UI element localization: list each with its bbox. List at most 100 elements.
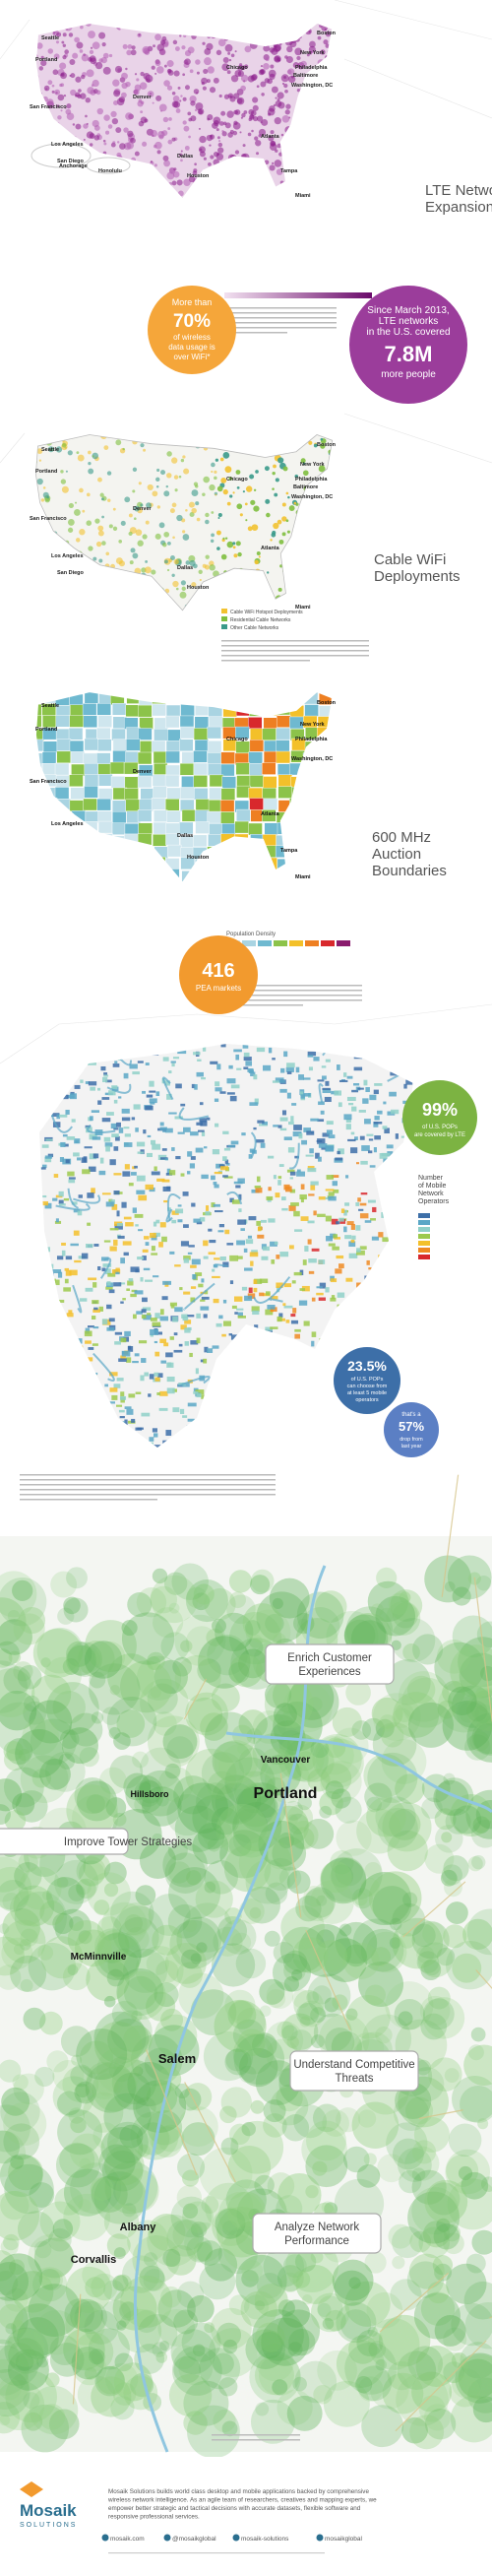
coverage-dot xyxy=(300,60,307,68)
signal-blob xyxy=(117,2308,162,2353)
social-link[interactable]: @mosaikglobal xyxy=(172,2536,216,2543)
signal-blob xyxy=(207,1634,248,1676)
social-icon xyxy=(232,2534,240,2542)
coverage-dot xyxy=(144,118,149,123)
operator-patch xyxy=(153,1433,158,1438)
social-link[interactable]: mosaik.com xyxy=(110,2536,145,2543)
signal-blob xyxy=(48,2409,80,2440)
operator-patch xyxy=(357,1197,361,1202)
operator-patch xyxy=(121,1350,131,1357)
coverage-dot xyxy=(79,49,84,53)
signal-blob xyxy=(0,2059,22,2083)
signal-blob xyxy=(445,1901,468,1924)
operator-patch xyxy=(68,1179,76,1184)
signal-blob xyxy=(13,2073,44,2104)
signal-blob xyxy=(22,1717,59,1756)
social-link[interactable]: mosaik-solutions xyxy=(241,2536,289,2543)
operator-patch xyxy=(67,1171,75,1177)
operator-patch xyxy=(283,1136,292,1140)
coverage-dot xyxy=(69,59,76,65)
signal-blob xyxy=(470,2027,486,2042)
signal-blob xyxy=(422,1922,446,1946)
signal-blob xyxy=(401,1677,453,1728)
operator-patch xyxy=(149,1090,156,1093)
operator-patch xyxy=(224,1159,229,1164)
operator-patch xyxy=(118,1096,122,1099)
operator-patch xyxy=(276,1255,280,1259)
signal-blob xyxy=(473,1723,492,1755)
social-icon xyxy=(101,2534,109,2542)
operator-patch xyxy=(229,1095,237,1102)
operator-patch xyxy=(259,1292,265,1297)
signal-blob xyxy=(119,2301,139,2321)
operator-patch xyxy=(213,1203,220,1207)
operator-patch xyxy=(193,1052,201,1056)
operator-patch xyxy=(405,1079,413,1085)
coverage-dot xyxy=(36,42,43,49)
coverage-dot xyxy=(162,155,169,161)
cable-dot xyxy=(273,522,279,530)
operator-patch xyxy=(318,1156,322,1162)
coverage-dot xyxy=(92,79,99,88)
operator-patch xyxy=(70,1243,79,1247)
operator-patch xyxy=(343,1209,347,1216)
signal-blob xyxy=(168,1861,191,1884)
coverage-dot xyxy=(103,114,110,121)
signal-blob xyxy=(76,1780,117,1822)
signal-blob xyxy=(14,1891,67,1945)
signal-blob xyxy=(45,1682,99,1735)
operator-patch xyxy=(285,1066,294,1072)
signal-blob xyxy=(385,1981,434,2030)
operator-patch xyxy=(249,1102,259,1106)
signal-blob xyxy=(435,1825,463,1853)
logo: Mosaik xyxy=(20,2501,77,2520)
signal-blob xyxy=(0,2303,24,2330)
signal-blob xyxy=(254,2284,288,2317)
pea-cell xyxy=(139,799,154,811)
pea-cell xyxy=(180,726,195,740)
operator-patch xyxy=(108,1318,115,1322)
signal-blob xyxy=(215,1803,269,1856)
cable-dot xyxy=(162,542,167,547)
operator-patch xyxy=(217,1230,224,1233)
operator-patch xyxy=(363,1079,368,1086)
coverage-dot xyxy=(35,53,38,59)
operator-patch xyxy=(234,1312,238,1315)
signal-blob xyxy=(177,2153,206,2181)
coverage-dot xyxy=(60,72,67,80)
operator-patch xyxy=(237,1316,246,1319)
pea-cell xyxy=(181,775,196,789)
signal-blob xyxy=(443,1924,467,1949)
signal-blob xyxy=(112,2275,129,2291)
signal-blob xyxy=(459,1652,492,1699)
signal-blob xyxy=(394,1999,425,2030)
operator-patch xyxy=(272,1058,276,1061)
signal-blob xyxy=(364,2251,387,2274)
signal-blob xyxy=(0,2253,43,2301)
social-link[interactable]: mosaikglobal xyxy=(325,2536,362,2543)
signal-blob xyxy=(427,2281,450,2304)
signal-blob xyxy=(146,2082,178,2114)
pea-cell xyxy=(68,728,84,741)
signal-blob xyxy=(451,2352,468,2369)
pea-cell xyxy=(220,751,235,764)
signal-blob xyxy=(93,2021,143,2070)
signal-blob xyxy=(176,2184,203,2211)
cable-dot xyxy=(224,537,228,540)
signal-blob xyxy=(0,1648,13,1668)
signal-blob xyxy=(112,2382,137,2406)
operator-patch xyxy=(294,1229,303,1232)
cable-dot xyxy=(163,490,170,497)
operator-patch xyxy=(244,1295,253,1302)
signal-blob xyxy=(228,2294,250,2316)
signal-blob xyxy=(236,2007,267,2037)
cable-dot xyxy=(107,498,111,502)
signal-blob xyxy=(320,1763,352,1795)
stat-text: over WiFi* xyxy=(174,353,211,361)
signal-blob xyxy=(367,1580,409,1623)
signal-blob xyxy=(63,1596,81,1615)
operator-patch xyxy=(103,1240,111,1243)
signal-blob xyxy=(402,1642,420,1661)
signal-blob xyxy=(143,2269,166,2291)
